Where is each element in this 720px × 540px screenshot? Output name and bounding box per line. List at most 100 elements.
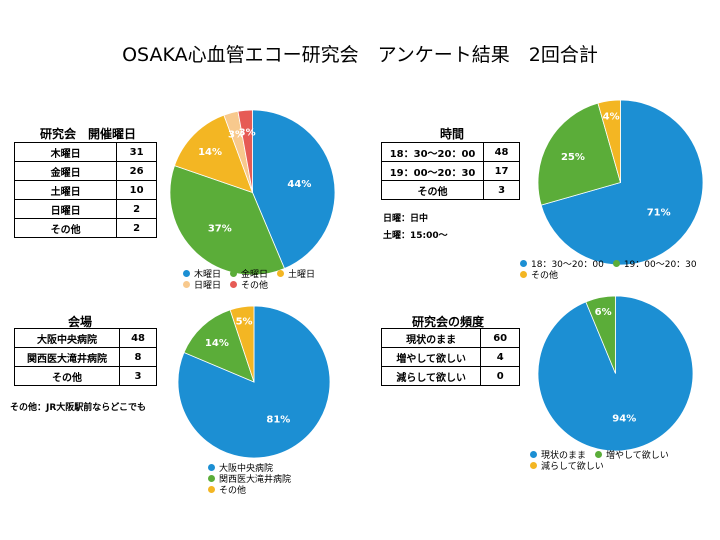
legend-item: 大阪中央病院 (208, 464, 273, 475)
pie-slice-label-5: 3% (239, 128, 256, 139)
time-note-saturday: 土曜：15:00〜 (383, 231, 448, 241)
pie-slice-1 (540, 99, 704, 266)
venue-pie-chart: 81% 14% 5% (177, 305, 331, 459)
table-cell-category: 増やして欲しい (380, 347, 482, 367)
legend-swatch (595, 451, 603, 458)
legend-item: 木曜日 (183, 270, 221, 281)
weekday-section-title: 研究会 開催曜日 (40, 127, 137, 141)
table-row: 金曜日 26 (13, 161, 157, 181)
legend-swatch (520, 260, 527, 267)
pie-slice-label-3: 4% (603, 111, 620, 122)
legend-swatch (208, 486, 215, 493)
table-cell-value: 0 (480, 366, 520, 386)
table-cell-value: 3 (119, 366, 157, 386)
legend-item: 19：00〜20：30 (612, 260, 697, 271)
table-cell-category: 日曜日 (13, 199, 118, 219)
legend-swatch (208, 475, 215, 482)
pie-slice-3 (173, 114, 254, 194)
table-cell-value: 10 (116, 180, 157, 200)
pie-slice-label-3: 14% (198, 147, 222, 158)
table-row: 19：00〜20：30 17 (380, 161, 520, 181)
table-cell-category: 減らして欲しい (380, 366, 482, 386)
time-pie-chart: 71% 25% 4% (537, 99, 704, 266)
table-cell-value: 2 (116, 218, 157, 238)
legend-item: 減らして欲しい (530, 462, 604, 473)
legend-label: 日曜日 (194, 281, 222, 291)
table-row: その他 3 (13, 366, 157, 386)
venue-note: その他：JR大阪駅前ならどこでも (10, 403, 147, 413)
pie-slice-label-3: 5% (236, 316, 253, 327)
legend-item: その他 (520, 271, 558, 282)
frequency-table: 現状のまま 60 増やして欲しい 4 減らして欲しい 0 (380, 328, 520, 386)
pie-slice-3 (597, 99, 621, 183)
legend-swatch (183, 281, 190, 288)
pie-slice-1 (252, 109, 336, 270)
legend-label: その他 (531, 271, 559, 281)
legend-label: 金曜日 (241, 270, 269, 280)
legend-item: 日曜日 (183, 281, 221, 292)
pie-slice-label-2: 14% (205, 338, 229, 349)
pie-slice-5 (237, 109, 253, 193)
pie-slice-label-4: 3% (228, 130, 245, 141)
table-cell-category: 関西医大滝井病院 (13, 347, 121, 367)
table-row: 減らして欲しい 0 (380, 366, 520, 386)
legend-item: 18：30〜20：00 (520, 260, 604, 271)
time-section-title: 時間 (440, 127, 465, 141)
table-row: 増やして欲しい 4 (380, 347, 520, 367)
frequency-legend: 現状のまま 増やして欲しい 減らして欲しい (530, 451, 720, 473)
page-title: OSAKA心血管エコー研究会 アンケート結果 2回合計 (122, 44, 598, 66)
table-row: 木曜日 31 (13, 142, 157, 162)
table-row: 日曜日 2 (13, 199, 157, 219)
table-cell-category: その他 (13, 366, 121, 386)
pie-slice-label-1: 71% (647, 207, 671, 218)
table-cell-value: 3 (483, 180, 520, 200)
table-cell-value: 48 (119, 328, 157, 348)
pie-slice-label-2: 37% (208, 223, 232, 234)
time-legend: 18：30〜20：00 19：00〜20：30 その他 (520, 260, 720, 282)
legend-item: その他 (230, 281, 268, 292)
legend-label: その他 (219, 486, 247, 496)
legend-label: 増やして欲しい (606, 451, 669, 461)
pie-slice-2 (169, 165, 286, 276)
pie-slice-label-1: 81% (266, 415, 290, 426)
table-cell-value: 2 (116, 199, 157, 219)
legend-label: 18：30〜20：00 (531, 260, 604, 270)
pie-slice-2 (585, 295, 616, 374)
legend-label: 19：00〜20：30 (623, 260, 697, 270)
venue-section-title: 会場 (68, 315, 93, 329)
table-cell-category: 19：00〜20：30 (380, 161, 485, 181)
time-note-sunday: 日曜：日中 (383, 214, 429, 224)
table-cell-category: 土曜日 (13, 180, 118, 200)
legend-item: その他 (208, 486, 246, 497)
table-cell-value: 31 (116, 142, 157, 162)
legend-label: 大阪中央病院 (219, 464, 274, 474)
legend-swatch (520, 271, 527, 278)
table-row: 土曜日 10 (13, 180, 157, 200)
legend-label: その他 (241, 281, 269, 291)
legend-swatch (208, 464, 215, 471)
weekday-pie-chart: 44% 37% 14% 3%3% (169, 109, 336, 276)
weekday-table: 木曜日 31 金曜日 26 土曜日 10 日曜日 2 その他 2 (13, 142, 157, 238)
legend-swatch (230, 281, 238, 288)
table-row: 大阪中央病院 48 (13, 328, 157, 348)
venue-legend: 大阪中央病院 関西医大滝井病院 その他 (208, 464, 308, 497)
legend-item: 土曜日 (277, 270, 315, 281)
legend-swatch (277, 270, 285, 277)
time-table: 18：30〜20：00 48 19：00〜20：30 17 その他 3 (380, 142, 520, 200)
table-cell-value: 60 (480, 328, 520, 348)
legend-item: 増やして欲しい (595, 451, 669, 462)
pie-slice-label-1: 94% (612, 414, 636, 425)
table-cell-category: 18：30〜20：00 (380, 142, 485, 162)
legend-label: 減らして欲しい (541, 462, 604, 472)
table-cell-category: 大阪中央病院 (13, 328, 121, 348)
table-cell-value: 26 (116, 161, 157, 181)
pie-slice-2 (537, 102, 621, 206)
legend-swatch (530, 462, 537, 469)
table-cell-category: その他 (13, 218, 118, 238)
pie-slice-3 (229, 305, 255, 383)
frequency-pie-chart: 94% 6% (537, 295, 694, 452)
legend-label: 木曜日 (194, 270, 222, 280)
legend-label: 土曜日 (288, 270, 316, 280)
legend-label: 関西医大滝井病院 (219, 475, 292, 485)
table-cell-value: 4 (480, 347, 520, 367)
